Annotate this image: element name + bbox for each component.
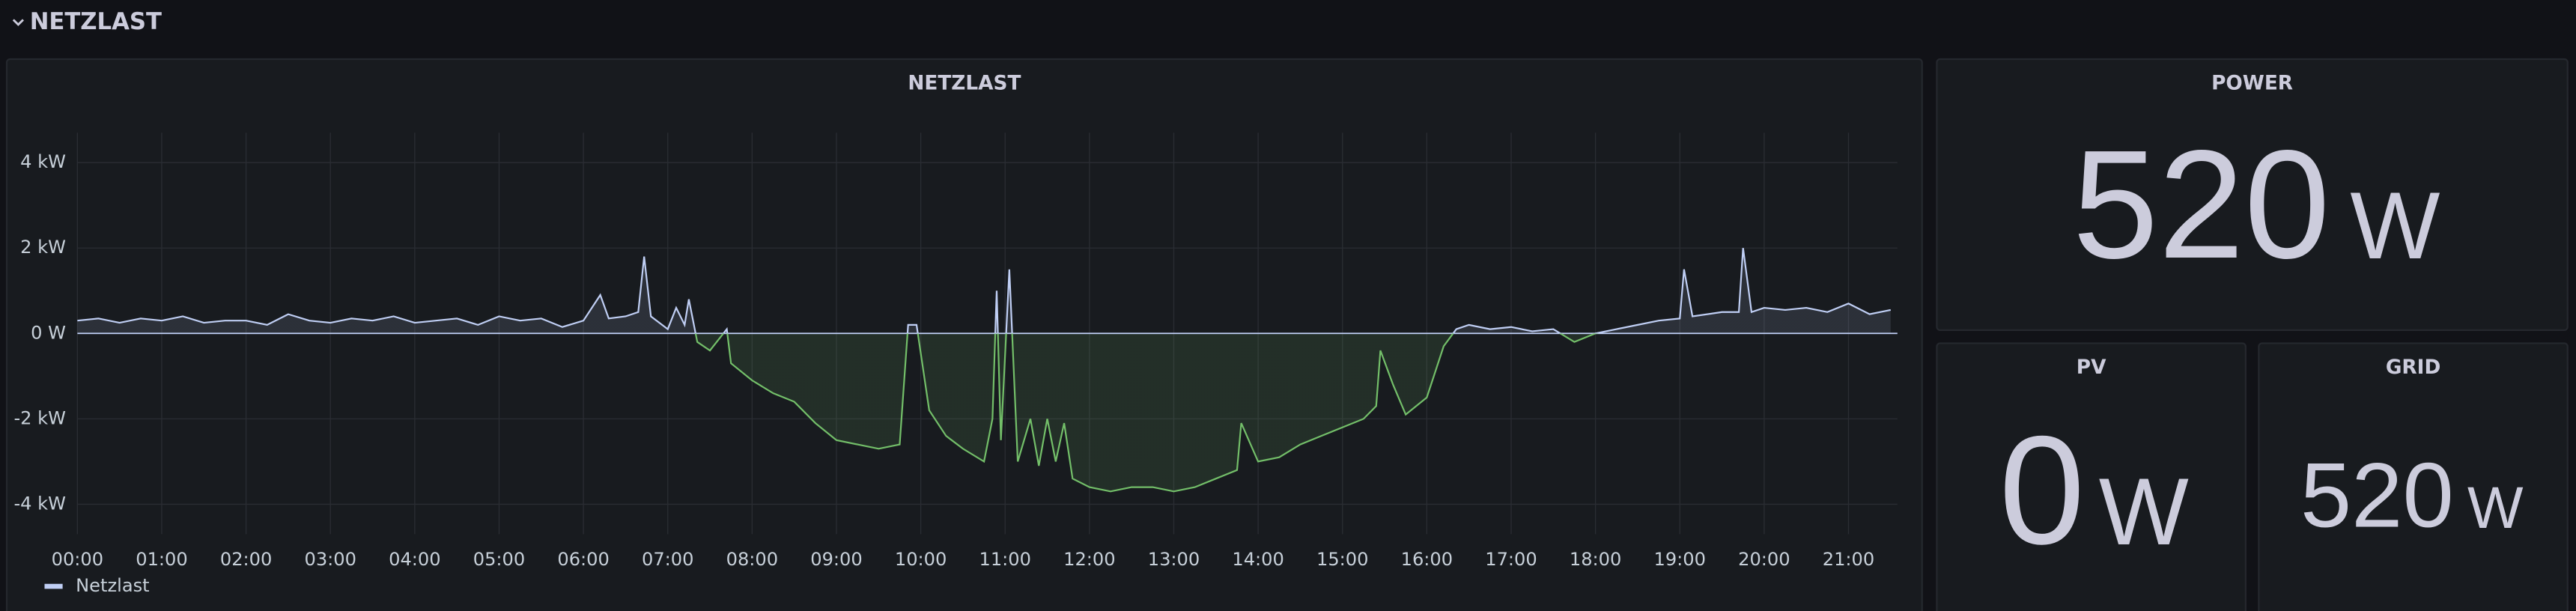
y-tick-label: 2 kW [20,237,66,258]
panel-title[interactable]: GRID [2386,356,2441,379]
y-tick-label: 0 W [31,322,66,343]
x-tick-label: 06:00 [557,549,609,570]
x-tick-label: 07:00 [642,549,693,570]
x-tick-label: 20:00 [1738,549,1790,570]
x-tick-label: 15:00 [1316,549,1368,570]
row-title[interactable]: NETZLAST [30,9,162,35]
area [77,248,1891,492]
x-tick-label: 08:00 [726,549,778,570]
x-tick-label: 00:00 [52,549,103,570]
panel [2258,342,2569,611]
x-tick-label: 11:00 [979,549,1030,570]
x-tick-label: 01:00 [136,549,187,570]
y-tick-label: -4 kW [13,493,66,514]
x-tick-label: 18:00 [1570,549,1621,570]
y-tick-label: 4 kW [20,151,66,172]
x-tick-label: 05:00 [473,549,525,570]
panel-title[interactable]: PV [2077,356,2106,379]
panel-title[interactable]: NETZLAST [908,72,1021,94]
x-tick-label: 04:00 [389,549,440,570]
stat-unit: W [2467,475,2524,541]
x-tick-label: 16:00 [1401,549,1453,570]
stat-value: 520 [2073,118,2330,291]
row-chevron[interactable] [12,19,24,26]
x-tick-label: 12:00 [1063,549,1115,570]
x-tick-label: 03:00 [304,549,356,570]
x-tick-label: 02:00 [220,549,272,570]
panel [1936,58,2569,331]
stat-value: 520 [2300,445,2454,547]
x-tick-label: 09:00 [810,549,862,570]
y-tick-label: -2 kW [13,407,66,428]
x-tick-label: 21:00 [1823,549,1874,570]
stat-unit: W [2099,458,2189,565]
panel [1936,342,2247,611]
legend-label[interactable]: Netzlast [76,575,149,596]
panel-title[interactable]: POWER [2211,72,2293,94]
x-tick-label: 17:00 [1485,549,1537,570]
series-line [77,248,1892,493]
x-tick-label: 14:00 [1232,549,1284,570]
stat-value: 0 [1999,404,2086,577]
plot: -4 kW -2 kW 0 W 2 kW 4 kW 00:00 01:00 02:00 03:0… [13,133,1898,570]
x-tick-label: 13:00 [1148,549,1200,570]
stat-unit: W [2350,172,2440,279]
x-tick-label: 10:00 [895,549,947,570]
x-tick-label: 19:00 [1653,549,1705,570]
